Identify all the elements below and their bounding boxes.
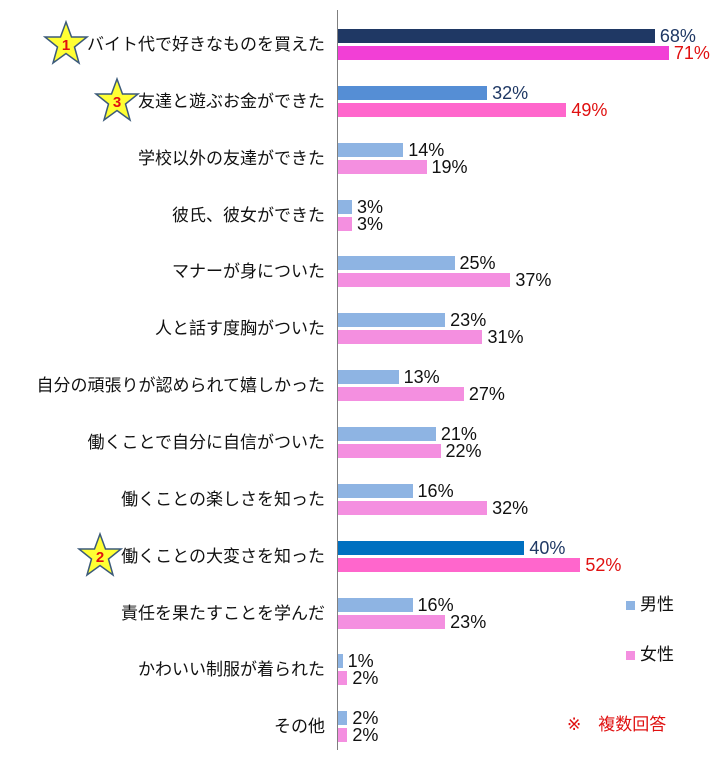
bar-male <box>338 426 436 441</box>
data-label-female: 22% <box>445 440 482 461</box>
bar-female <box>338 273 511 288</box>
data-label-female: 32% <box>492 497 529 518</box>
bar-male <box>338 199 352 214</box>
data-label-male: 25% <box>459 253 496 274</box>
bar-male <box>338 85 488 100</box>
data-label-male: 21% <box>440 423 477 444</box>
bar-female <box>338 500 488 515</box>
rank-number: 2 <box>96 549 104 566</box>
bar-female <box>338 614 446 629</box>
data-label-female: 3% <box>356 213 383 234</box>
category-label: 責任を果たすことを学んだ <box>121 603 325 623</box>
data-label-male: 23% <box>450 310 487 331</box>
legend-swatch-female <box>626 651 635 661</box>
data-label-female: 27% <box>468 384 505 405</box>
data-label-male: 40% <box>529 537 566 558</box>
data-label-female: 19% <box>431 156 468 177</box>
category-label: 人と話す度胸がついた <box>155 319 325 339</box>
rank-number: 3 <box>113 94 121 111</box>
category-label: 働くことの楽しさを知った <box>121 489 325 509</box>
bar-female <box>338 387 464 402</box>
bar-female <box>338 728 348 743</box>
data-label-male: 68% <box>659 26 696 46</box>
bar-male <box>338 711 348 726</box>
legend-male: 男性 <box>626 590 674 615</box>
bar-male <box>338 142 404 157</box>
legend-female: 女性 <box>626 640 674 665</box>
rank-star-icon: 3 <box>94 76 140 122</box>
category-label: 働くことの大変さを知った <box>121 546 325 566</box>
category-axis <box>337 10 338 750</box>
data-label-female: 31% <box>487 327 524 348</box>
category-label: かわいい制服が着られた <box>138 660 325 680</box>
category-label: 働くことで自分に自信がついた <box>87 432 326 452</box>
bar-female <box>338 330 483 345</box>
data-label-male: 13% <box>403 367 440 388</box>
bar-male <box>338 313 446 328</box>
category-label: バイト代で好きなものを買えた <box>87 35 325 54</box>
bar-female <box>338 159 427 174</box>
bar-female <box>338 102 567 117</box>
rank-star-icon: 1 <box>43 20 89 65</box>
category-label: 友達と遊ぶお金ができた <box>138 91 325 111</box>
bar-female <box>338 443 441 458</box>
data-label-male: 1% <box>347 651 374 672</box>
bar-female <box>338 557 581 572</box>
data-label-female: 2% <box>352 668 379 689</box>
category-label: マナーが身についた <box>172 262 325 282</box>
data-label-male: 32% <box>492 82 529 103</box>
data-label-female: 37% <box>515 270 552 291</box>
data-label-female: 49% <box>571 99 608 120</box>
data-label-male: 16% <box>417 594 454 615</box>
legend-label-male: 男性 <box>640 595 674 614</box>
data-label-female: 52% <box>585 554 622 575</box>
category-label: 彼氏、彼女ができた <box>172 205 325 225</box>
data-label-male: 16% <box>417 480 454 501</box>
legend-label-female: 女性 <box>640 645 674 664</box>
data-label-female: 2% <box>352 725 379 746</box>
data-label-male: 3% <box>356 196 383 217</box>
category-label: その他 <box>274 717 325 737</box>
category-label: 学校以外の友達ができた <box>138 148 325 168</box>
data-label-female: 23% <box>450 611 487 632</box>
note-multiple-answers: ※ 複数回答 <box>567 715 667 734</box>
legend-swatch-male <box>626 601 635 611</box>
bar-male <box>338 597 413 612</box>
category-label: 自分の頑張りが認められて嬉しかった <box>36 376 326 396</box>
rank-number: 1 <box>62 37 70 54</box>
bar-male <box>338 654 343 669</box>
data-label-female: 71% <box>673 43 710 63</box>
bar-male <box>338 483 413 498</box>
bar-female <box>338 671 348 686</box>
bar-male <box>338 540 525 555</box>
bar-female <box>338 46 669 60</box>
bar-male <box>338 29 655 43</box>
data-label-male: 14% <box>408 139 445 160</box>
bar-male <box>338 370 399 385</box>
bar-male <box>338 256 455 271</box>
rank-star-icon: 2 <box>77 531 124 577</box>
data-label-male: 2% <box>352 708 379 729</box>
bar-female <box>338 216 352 231</box>
